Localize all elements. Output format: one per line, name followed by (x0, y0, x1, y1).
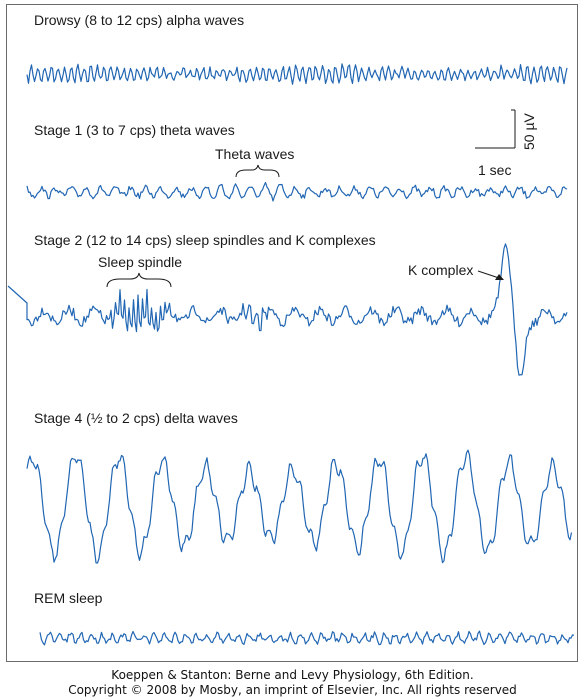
rem-title: REM sleep (34, 590, 103, 606)
k-complex-label: K complex (408, 262, 474, 278)
stage4-title: Stage 4 (½ to 2 cps) delta waves (34, 410, 238, 426)
drowsy-title: Drowsy (8 to 12 cps) alpha waves (34, 12, 245, 28)
rem-trace (39, 630, 575, 646)
spindle-bracket (106, 272, 172, 288)
citation: Koeppen & Stanton: Berne and Levy Physio… (0, 668, 585, 698)
stage2-title: Stage 2 (12 to 14 cps) sleep spindles an… (34, 232, 376, 248)
sleep-spindle-label: Sleep spindle (98, 254, 183, 270)
time-scale-label: 1 sec (478, 162, 512, 178)
stage4-trace (26, 449, 573, 564)
k-complex-arrowhead (495, 274, 504, 280)
scale-bar (475, 109, 516, 149)
theta-bracket (235, 164, 280, 178)
citation-line-2: Copyright © 2008 by Mosby, an imprint of… (68, 683, 517, 697)
theta-waves-label: Theta waves (215, 146, 295, 162)
stage2-trace (7, 243, 568, 376)
figure-frame (6, 4, 578, 662)
citation-line-1: Koeppen & Stanton: Berne and Levy Physio… (111, 668, 474, 682)
stage1-trace (26, 181, 568, 202)
eeg-traces-canvas (7, 63, 575, 646)
drowsy-trace (26, 63, 568, 85)
stage1-title: Stage 1 (3 to 7 cps) theta waves (34, 122, 235, 138)
